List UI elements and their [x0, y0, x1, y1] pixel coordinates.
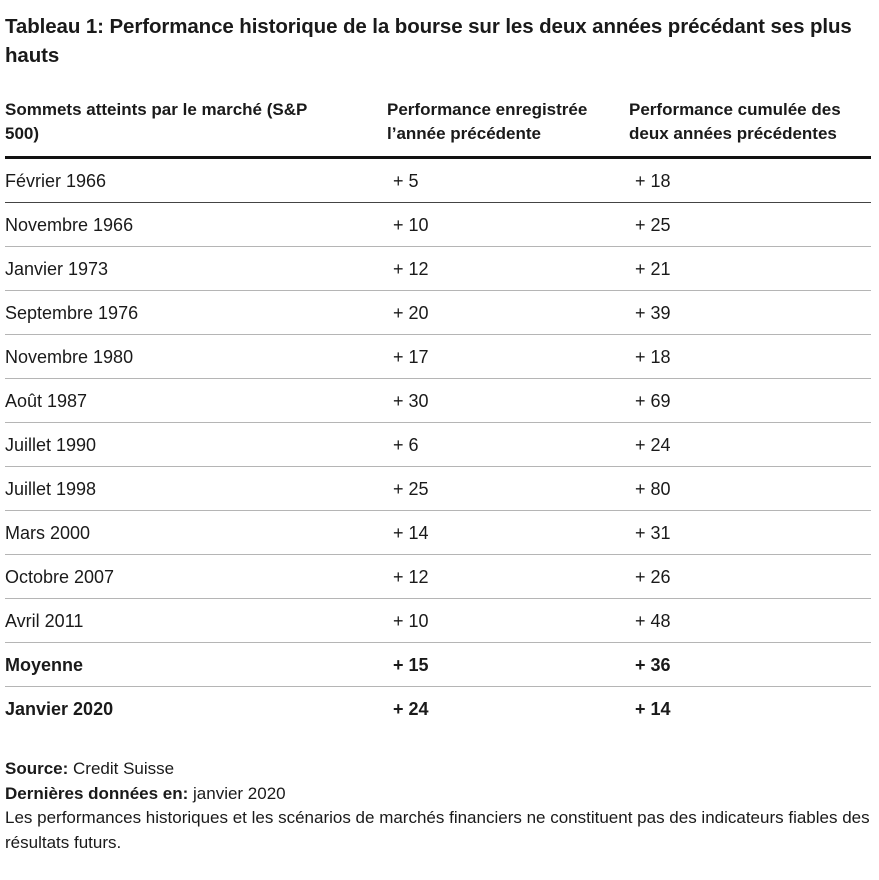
table-header-row: Sommets atteints par le marché (S&P 500)… [5, 98, 871, 159]
cell-two-years: + 36 [635, 655, 671, 675]
last-data-label: Dernières données en: [5, 783, 189, 803]
cell-prev-year: + 14 [393, 523, 429, 543]
cell-prev-year: + 10 [393, 215, 429, 235]
header-prev-year: Performance enregistrée l’année précéden… [387, 100, 588, 143]
cell-date: Janvier 2020 [5, 699, 114, 719]
table-row: Octobre 2007 + 12 + 26 [5, 555, 871, 599]
table-row: Février 1966 + 5 + 18 [5, 159, 871, 203]
cell-date: Moyenne [5, 655, 84, 675]
cell-date: Juillet 1998 [5, 479, 97, 499]
cell-two-years: + 48 [635, 611, 671, 631]
cell-two-years: + 18 [635, 171, 671, 191]
disclaimer-text: Les performances historiques et les scén… [5, 808, 870, 852]
cell-date: Février 1966 [5, 171, 107, 191]
cell-two-years: + 21 [635, 259, 671, 279]
cell-date: Octobre 2007 [5, 567, 115, 587]
table-row: Mars 2000 + 14 + 31 [5, 511, 871, 555]
source-value: Credit Suisse [68, 759, 175, 778]
cell-two-years: + 25 [635, 215, 671, 235]
table-row: Novembre 1966 + 10 + 25 [5, 203, 871, 247]
cell-two-years: + 80 [635, 479, 671, 499]
source-line: Source: Credit Suisse [5, 757, 871, 782]
cell-prev-year: + 24 [393, 699, 429, 719]
table-row: Juillet 1998 + 25 + 80 [5, 467, 871, 511]
table-row: Novembre 1980 + 17 + 18 [5, 335, 871, 379]
table-row: Avril 2011 + 10 + 48 [5, 599, 871, 643]
cell-two-years: + 24 [635, 435, 671, 455]
cell-two-years: + 26 [635, 567, 671, 587]
cell-date: Septembre 1976 [5, 303, 139, 323]
cell-date: Août 1987 [5, 391, 88, 411]
cell-prev-year: + 5 [393, 171, 419, 191]
cell-date: Novembre 1980 [5, 347, 134, 367]
header-market-peaks: Sommets atteints par le marché (S&P 500) [5, 100, 308, 143]
cell-prev-year: + 10 [393, 611, 429, 631]
cell-prev-year: + 12 [393, 567, 429, 587]
table-row-current: Janvier 2020 + 24 + 14 [5, 687, 871, 730]
header-two-years: Performance cumulée des deux années préc… [629, 100, 841, 143]
cell-date: Juillet 1990 [5, 435, 97, 455]
table-row: Août 1987 + 30 + 69 [5, 379, 871, 423]
cell-two-years: + 31 [635, 523, 671, 543]
cell-two-years: + 69 [635, 391, 671, 411]
performance-table: Sommets atteints par le marché (S&P 500)… [5, 98, 871, 730]
table-row-average: Moyenne + 15 + 36 [5, 643, 871, 687]
cell-prev-year: + 17 [393, 347, 429, 367]
last-data-value: janvier 2020 [188, 783, 286, 803]
table-row: Juillet 1990 + 6 + 24 [5, 423, 871, 467]
table-row: Janvier 1973 + 12 + 21 [5, 247, 871, 291]
table-row: Septembre 1976 + 20 + 39 [5, 291, 871, 335]
cell-prev-year: + 6 [393, 435, 419, 455]
table-footnotes: Source: Credit Suisse Dernières données … [5, 757, 871, 855]
cell-prev-year: + 25 [393, 479, 429, 499]
cell-two-years: + 14 [635, 699, 671, 719]
cell-date: Novembre 1966 [5, 215, 134, 235]
cell-two-years: + 18 [635, 347, 671, 367]
cell-prev-year: + 12 [393, 259, 429, 279]
table-title: Tableau 1: Performance historique de la … [5, 15, 852, 67]
cell-prev-year: + 20 [393, 303, 429, 323]
cell-date: Janvier 1973 [5, 259, 109, 279]
cell-two-years: + 39 [635, 303, 671, 323]
cell-prev-year: + 30 [393, 391, 429, 411]
cell-prev-year: + 15 [393, 655, 429, 675]
cell-date: Mars 2000 [5, 523, 91, 543]
cell-date: Avril 2011 [5, 611, 84, 631]
last-data-line: Dernières données en: janvier 2020 [5, 782, 871, 807]
source-label: Source: [5, 759, 69, 778]
